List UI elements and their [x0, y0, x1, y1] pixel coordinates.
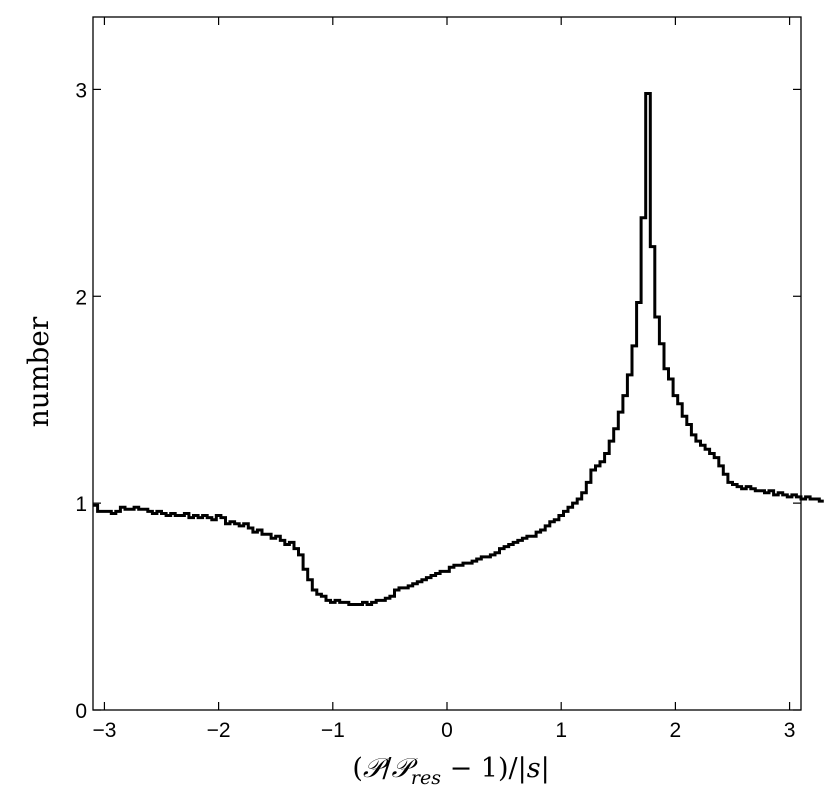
y-tick-label: 0: [75, 700, 87, 723]
x-tick-label: 2: [670, 719, 682, 742]
y-axis-title: number: [22, 316, 55, 427]
x-tick-label: 1: [555, 719, 567, 742]
x-tick-label: 3: [784, 719, 796, 742]
x-tick-label: −2: [207, 719, 231, 742]
axis-ticks: [93, 17, 801, 711]
x-axis-title-part: − 1)/|: [441, 753, 527, 784]
x-axis-title-part: s: [527, 753, 541, 784]
x-axis-title: (𝒫/𝒫res − 1)/|s|: [352, 753, 549, 789]
y-tick-label: 1: [75, 493, 87, 516]
plot-area: [92, 16, 802, 711]
x-tick-label: 0: [441, 719, 453, 742]
y-tick-label: 2: [75, 286, 87, 309]
x-tick-label: −3: [92, 719, 116, 742]
tick-labels: −3 −2 −1 0 1 2 3 0 1 2 3: [75, 79, 795, 742]
y-tick-label: 3: [75, 79, 87, 102]
series-line: [93, 92, 824, 606]
x-axis-title-part: (: [352, 753, 363, 784]
x-axis-title-subscript: res: [411, 767, 441, 789]
x-axis-title-part: /: [382, 753, 392, 784]
x-tick-label: −1: [321, 719, 345, 742]
x-axis-title-part: |: [541, 753, 550, 784]
